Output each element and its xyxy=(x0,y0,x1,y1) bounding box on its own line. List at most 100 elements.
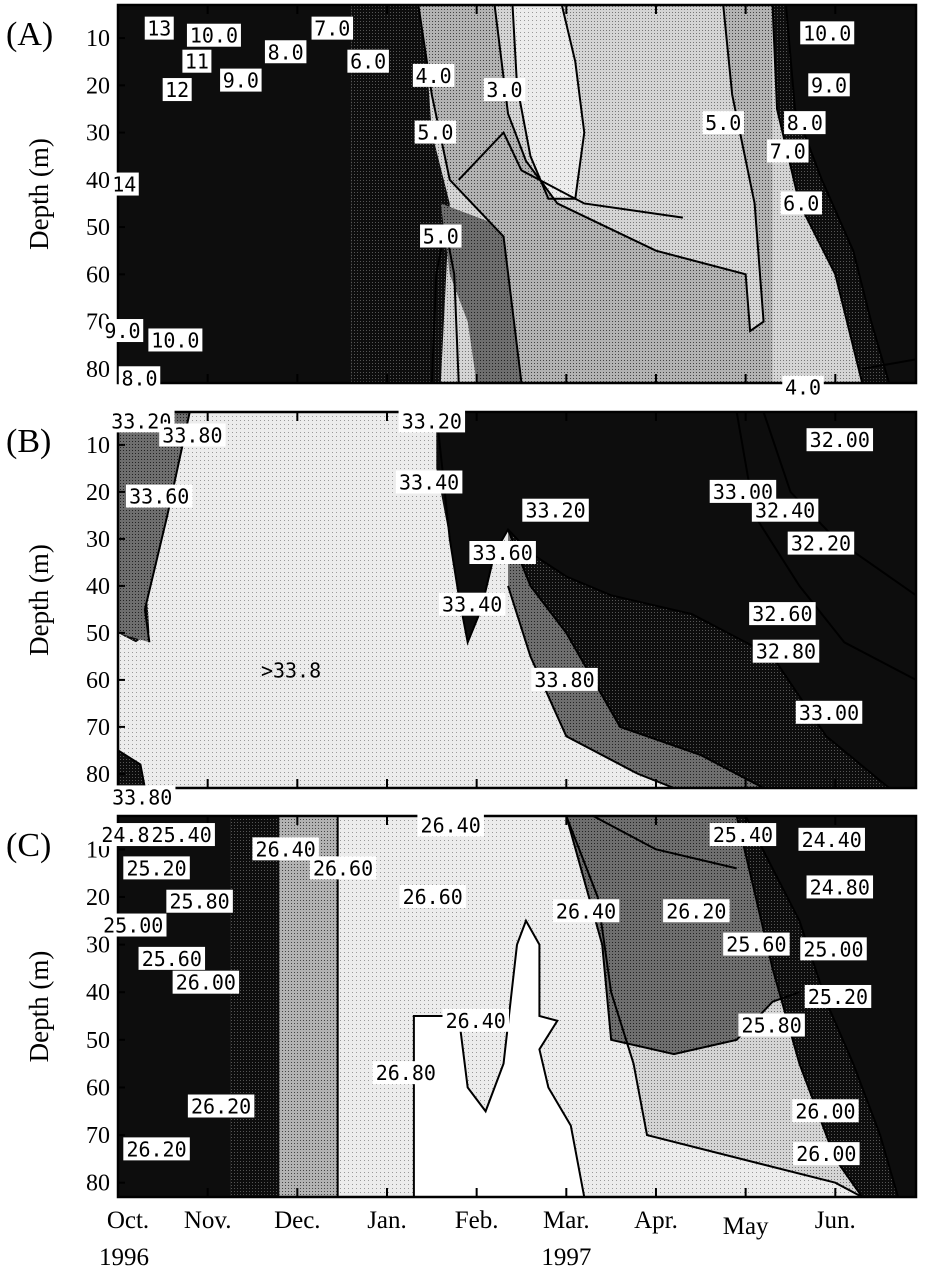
svg-text:7.0: 7.0 xyxy=(770,139,806,163)
x-tick-label: Jun. xyxy=(815,1207,856,1234)
svg-text:33.80: 33.80 xyxy=(534,668,594,692)
svg-text:24.40: 24.40 xyxy=(802,828,862,852)
svg-text:4.0: 4.0 xyxy=(785,376,821,400)
svg-text:3.0: 3.0 xyxy=(486,78,522,102)
contour-line xyxy=(784,5,891,383)
svg-text:33.80: 33.80 xyxy=(112,785,172,809)
x-tick-label: Oct. xyxy=(107,1207,149,1234)
shaded-region xyxy=(512,5,585,199)
svg-text:26.40: 26.40 xyxy=(446,1009,506,1033)
svg-text:8.0: 8.0 xyxy=(268,40,304,64)
y-tick-label: 30 xyxy=(86,121,110,147)
shaded-region xyxy=(118,412,190,643)
svg-text:25.60: 25.60 xyxy=(142,947,202,971)
shaded-region xyxy=(279,816,338,1197)
contour-label: 11 xyxy=(182,50,212,74)
svg-text:25.60: 25.60 xyxy=(726,933,786,957)
shaded-region xyxy=(418,5,773,383)
svg-text:26.00: 26.00 xyxy=(176,971,236,995)
contour-label: 32.00 xyxy=(806,428,874,452)
contour-label: 9.0 xyxy=(220,68,262,93)
svg-text:26.40: 26.40 xyxy=(256,837,316,861)
contour-label: 5.0 xyxy=(414,120,457,145)
contour-line xyxy=(862,358,916,370)
shaded-region xyxy=(118,750,145,788)
contour-label: 26.20 xyxy=(187,1094,255,1119)
contour-label: 32.40 xyxy=(751,498,819,523)
contour-label: 4.0 xyxy=(412,63,455,88)
svg-text:26.20: 26.20 xyxy=(666,899,726,923)
contour-line xyxy=(592,816,737,870)
svg-text:26.40: 26.40 xyxy=(421,814,481,838)
svg-text:33.60: 33.60 xyxy=(129,485,189,509)
panel-label: (A) xyxy=(6,16,53,53)
svg-text:25.00: 25.00 xyxy=(103,914,163,938)
contour-label: 32.80 xyxy=(752,639,820,664)
contour-label: 33.20 xyxy=(398,409,466,433)
y-tick-label: 10 xyxy=(86,433,110,459)
contour-label: 33.00 xyxy=(795,700,863,725)
svg-text:10.0: 10.0 xyxy=(151,328,199,352)
svg-text:26.20: 26.20 xyxy=(126,1137,186,1161)
svg-text:11: 11 xyxy=(185,50,209,74)
y-tick-label: 40 xyxy=(86,980,110,1006)
svg-text:25.80: 25.80 xyxy=(169,890,229,914)
shaded-region xyxy=(566,816,800,1055)
contour-label: 26.00 xyxy=(793,1142,860,1166)
svg-text:25.20: 25.20 xyxy=(126,856,186,880)
contour-line xyxy=(118,749,146,788)
contour-line xyxy=(457,130,684,219)
contour-label: 25.00 xyxy=(99,913,167,938)
shaded-region xyxy=(772,5,890,383)
y-tick-label: 20 xyxy=(86,73,110,99)
contour-line xyxy=(565,816,863,1197)
svg-text:33.00: 33.00 xyxy=(799,701,859,725)
contour-label: 8.0 xyxy=(118,366,161,390)
plot-area xyxy=(118,412,916,788)
y-tick-label: 60 xyxy=(86,668,110,694)
svg-text:9.0: 9.0 xyxy=(104,319,140,343)
contour-label: 26.40 xyxy=(442,1008,510,1033)
contour-line xyxy=(565,816,800,1056)
svg-text:33.60: 33.60 xyxy=(473,541,533,565)
contour-label: 10.0 xyxy=(800,21,855,45)
x-tick-label: May xyxy=(723,1213,769,1240)
y-tick-label: 50 xyxy=(86,215,110,241)
contour-label: 26.20 xyxy=(663,899,730,923)
y-tick-label: 30 xyxy=(86,527,110,553)
y-tick-label: 40 xyxy=(86,168,110,194)
contour-label: 25.60 xyxy=(723,932,790,957)
svg-text:24.80: 24.80 xyxy=(810,875,870,899)
contour-label: 26.40 xyxy=(417,813,484,838)
x-tick-label: Mar. xyxy=(543,1207,590,1234)
svg-text:25.40: 25.40 xyxy=(152,823,212,847)
panel-label: (C) xyxy=(6,827,51,864)
x-tick-label: Feb. xyxy=(455,1207,499,1234)
svg-text:14: 14 xyxy=(112,173,136,197)
svg-text:26.00: 26.00 xyxy=(795,1099,855,1123)
contour-label: 7.0 xyxy=(767,139,809,163)
y-axis-label: Depth (m) xyxy=(24,138,54,250)
contour-label: 33.80 xyxy=(531,667,598,692)
y-tick-label: 60 xyxy=(86,1075,110,1101)
contour-label: 24.80 xyxy=(806,875,874,899)
svg-text:25.80: 25.80 xyxy=(742,1014,802,1038)
x-tick-label: Apr. xyxy=(634,1207,678,1234)
svg-text:6.0: 6.0 xyxy=(783,191,819,215)
contour-label: 8.0 xyxy=(784,111,826,135)
svg-text:26.40: 26.40 xyxy=(556,899,616,923)
y-tick-label: 60 xyxy=(86,262,110,288)
contour-line xyxy=(412,918,586,1197)
svg-text:7.0: 7.0 xyxy=(314,17,350,41)
x-tick-label: Dec. xyxy=(274,1207,321,1234)
contour-line xyxy=(744,816,900,1197)
contour-label: 26.60 xyxy=(399,884,466,909)
svg-text:26.20: 26.20 xyxy=(191,1095,251,1119)
plot-area xyxy=(118,816,916,1197)
contour-label: 26.40 xyxy=(552,899,620,923)
panel-2: 10 20 30 40 50 60 70 80 (B) Depth (m) 33.20 33.80 33… xyxy=(6,409,918,809)
y-axis-label: Depth (m) xyxy=(24,951,54,1063)
svg-text:13: 13 xyxy=(147,17,171,41)
